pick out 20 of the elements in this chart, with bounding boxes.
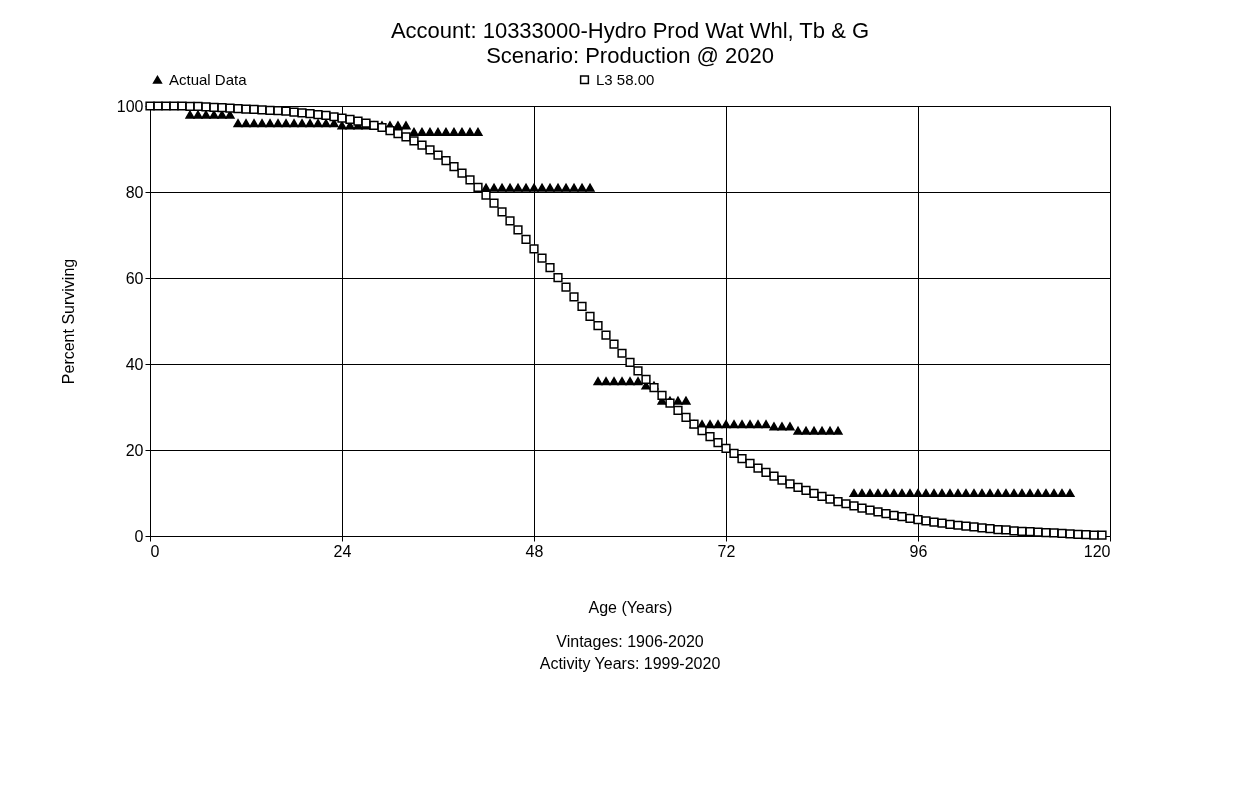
x-tick-label: 120: [1083, 542, 1111, 560]
x-tick-label: 24: [333, 542, 352, 560]
text: Activity Years: 1999-2020: [539, 655, 721, 672]
x-tick-label: 96: [909, 542, 928, 560]
x-tick-label: 48: [525, 542, 544, 560]
y-tick-label: 40: [125, 355, 144, 373]
y-tick-label: 60: [125, 269, 144, 287]
y-axis-title: Percent Surviving: [59, 258, 77, 385]
chart-title: Account: 10333000-Hydro Prod Wat Whl, Tb & G: [390, 18, 870, 43]
y-tick-label: 0: [134, 527, 144, 545]
x-tick-label: 0: [150, 542, 160, 560]
y-tick-label: 20: [125, 441, 144, 459]
chart-subtitle: Scenario: Production @ 2020: [486, 43, 774, 68]
x-axis-title: Age (Years): [588, 598, 673, 616]
y-tick-label: 100: [116, 97, 144, 115]
legend-label: Actual Data: [169, 70, 248, 88]
y-tick-label: 80: [125, 183, 144, 201]
legend-label: L3 58.00: [596, 70, 655, 88]
x-tick-label: 72: [717, 542, 736, 560]
text: Vintages: 1906-2020: [556, 633, 704, 650]
